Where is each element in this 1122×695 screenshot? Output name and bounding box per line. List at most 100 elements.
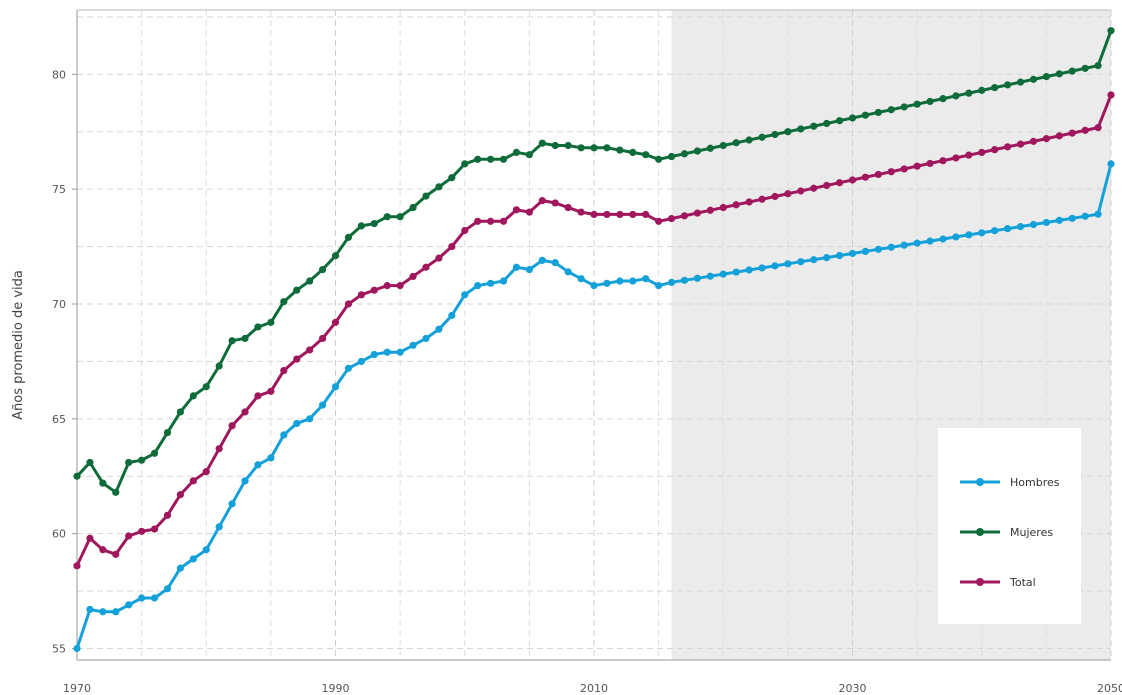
data-point <box>138 527 146 535</box>
data-point <box>655 155 663 163</box>
data-point <box>474 282 482 290</box>
data-point <box>629 210 637 219</box>
data-point <box>267 318 275 326</box>
data-point <box>629 277 637 285</box>
data-point <box>1029 75 1038 83</box>
data-point <box>719 270 727 278</box>
data-point <box>874 245 882 253</box>
data-point <box>125 458 133 467</box>
data-point <box>667 278 676 287</box>
data-point <box>848 176 857 184</box>
data-point <box>86 534 94 542</box>
data-point <box>667 214 676 223</box>
data-point <box>667 152 676 161</box>
data-point <box>435 325 443 333</box>
y-tick-label: 75 <box>52 183 66 196</box>
data-point <box>99 608 107 616</box>
y-tick-label: 60 <box>52 528 66 541</box>
data-point <box>538 256 546 264</box>
data-point <box>965 231 973 239</box>
data-point <box>73 644 81 653</box>
legend: Hombres Mujeres Total <box>938 428 1081 624</box>
data-point <box>267 387 275 395</box>
x-tick-label: 2030 <box>839 682 867 695</box>
data-point <box>1107 91 1115 99</box>
data-point <box>1004 143 1012 151</box>
data-point <box>409 203 417 212</box>
data-point <box>422 263 430 271</box>
data-point <box>642 210 650 219</box>
data-point <box>848 249 857 258</box>
y-axis-label: Años promedio de vida <box>11 270 26 420</box>
data-point <box>706 206 714 214</box>
series-mujeres <box>73 27 1115 496</box>
data-point <box>874 170 882 179</box>
data-point <box>163 429 172 437</box>
data-point <box>861 111 870 119</box>
data-point <box>680 276 689 284</box>
data-point <box>874 108 882 117</box>
data-point <box>693 274 702 282</box>
data-point <box>409 341 417 349</box>
data-point <box>138 594 146 602</box>
data-point <box>487 155 495 163</box>
data-point <box>112 550 120 558</box>
data-point <box>1004 81 1012 89</box>
data-point <box>758 264 766 272</box>
data-point <box>939 235 947 243</box>
data-point <box>228 337 236 345</box>
data-point <box>370 286 378 294</box>
data-point <box>823 181 831 190</box>
data-point <box>564 268 572 276</box>
data-point <box>1068 67 1076 75</box>
data-point <box>693 147 702 155</box>
data-point <box>784 260 792 268</box>
data-point <box>745 266 753 274</box>
data-point <box>1042 218 1050 227</box>
legend-item-total: Total <box>960 576 1036 589</box>
data-point <box>1029 137 1038 145</box>
data-point <box>758 133 766 141</box>
data-point <box>900 103 908 111</box>
data-point <box>499 155 508 163</box>
data-point <box>577 275 585 283</box>
data-point <box>125 601 133 609</box>
data-point <box>1029 220 1038 229</box>
data-point <box>861 173 870 181</box>
data-point <box>86 605 94 614</box>
data-point <box>487 217 495 225</box>
y-tick-label: 70 <box>52 298 66 311</box>
data-point <box>835 251 844 260</box>
data-point <box>306 346 314 354</box>
data-point <box>163 511 172 519</box>
data-point <box>861 247 870 255</box>
data-point <box>448 242 456 251</box>
data-point <box>138 456 146 464</box>
data-point <box>318 401 327 409</box>
data-point <box>461 160 469 168</box>
data-point <box>564 203 572 212</box>
data-point <box>241 477 249 485</box>
data-point <box>926 159 934 168</box>
data-point <box>150 449 159 457</box>
data-point <box>900 241 908 249</box>
data-point <box>383 348 391 356</box>
data-point <box>952 233 960 241</box>
data-point <box>357 222 365 230</box>
data-point <box>293 286 301 294</box>
data-point <box>913 239 921 247</box>
data-point <box>784 128 792 136</box>
data-point <box>99 546 107 554</box>
data-point <box>448 174 456 182</box>
data-point <box>293 355 301 363</box>
legend-item-hombres: Hombres <box>960 476 1060 489</box>
data-point <box>913 100 921 108</box>
data-point <box>551 141 559 150</box>
data-point <box>512 148 521 157</box>
data-point <box>978 229 986 237</box>
data-point <box>474 217 482 225</box>
data-point <box>538 197 546 205</box>
data-point <box>202 546 210 554</box>
data-point <box>86 458 94 467</box>
data-point <box>1107 160 1115 168</box>
